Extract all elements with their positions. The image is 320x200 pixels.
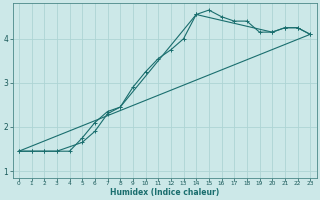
X-axis label: Humidex (Indice chaleur): Humidex (Indice chaleur) [110, 188, 219, 197]
